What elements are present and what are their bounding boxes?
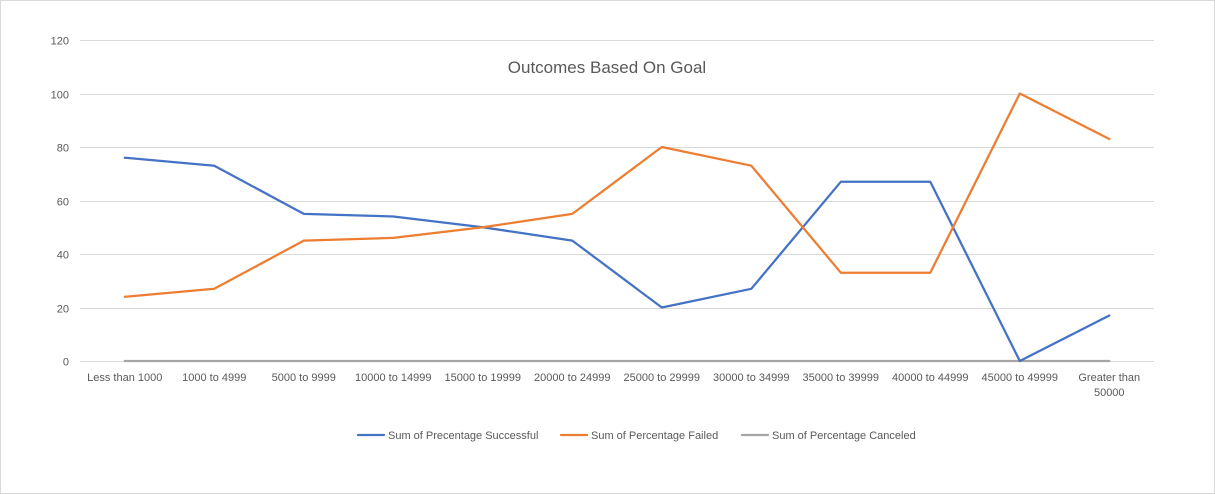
y-axis-tick-labels: 0 20 40 60 80 100 120	[51, 36, 69, 369]
series-line-sum-of-precentage-successful	[123, 156, 1111, 363]
y-tick-label: 20	[57, 304, 69, 316]
legend: Sum of Precentage Successful Sum of Perce…	[356, 430, 916, 442]
y-tick-label: 60	[57, 197, 69, 209]
chart-title: Outcomes Based On Goal	[508, 58, 706, 77]
x-tick-label: Greater than 50000	[1078, 372, 1140, 399]
x-tick-label: 35000 to 39999	[803, 372, 879, 384]
x-tick-label: 40000 to 44999	[892, 372, 968, 384]
x-tick-label: Less than 1000	[87, 372, 162, 384]
x-tick-label: 25000 to 29999	[624, 372, 700, 384]
x-tick-label: 10000 to 14999	[355, 372, 431, 384]
y-tick-label: 0	[63, 357, 69, 369]
y-tick-label: 40	[57, 250, 69, 262]
legend-label: Sum of Precentage Successful	[388, 430, 538, 442]
x-tick-label: 20000 to 24999	[534, 372, 610, 384]
y-tick-label: 100	[51, 90, 69, 102]
y-tick-label: 120	[51, 36, 69, 48]
y-tick-label: 80	[57, 143, 69, 155]
legend-label: Sum of Percentage Canceled	[772, 430, 916, 442]
x-tick-label: 5000 to 9999	[272, 372, 336, 384]
x-tick-label: 30000 to 34999	[713, 372, 789, 384]
x-tick-label: 15000 to 19999	[445, 372, 521, 384]
series-lines	[123, 92, 1111, 363]
x-tick-label: 45000 to 49999	[982, 372, 1058, 384]
series-line-sum-of-percentage-failed	[123, 92, 1111, 298]
gridlines	[80, 40, 1154, 362]
x-axis-tick-labels: Less than 1000 1000 to 4999 5000 to 9999 10…	[87, 372, 1140, 399]
legend-label: Sum of Percentage Failed	[591, 430, 718, 442]
x-tick-label: 1000 to 4999	[182, 372, 246, 384]
